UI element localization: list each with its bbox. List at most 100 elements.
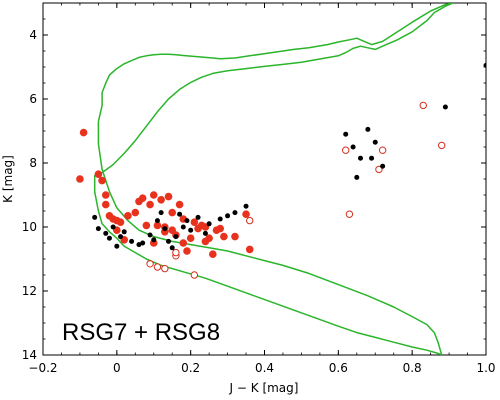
y-tick-label: 14 (22, 348, 37, 362)
data-point-black (129, 238, 135, 244)
data-point-filled-red (179, 239, 188, 247)
x-tick-label: 0.2 (181, 361, 200, 375)
data-point-filled-red (216, 224, 224, 233)
data-point-filled-red (164, 192, 173, 201)
data-point-open-red (419, 101, 427, 110)
data-point-filled-red (242, 210, 250, 218)
data-point-black (92, 214, 98, 220)
data-point-black (177, 211, 183, 217)
data-point-filled-red (79, 128, 88, 137)
y-tick-label: 10 (22, 220, 37, 234)
data-point-filled-red (116, 218, 125, 226)
data-point-black (169, 245, 175, 251)
data-point-black (483, 62, 486, 68)
data-point-filled-red (94, 170, 103, 178)
x-tick-label: 0.6 (329, 361, 348, 375)
y-tick-label: 8 (29, 156, 37, 170)
data-point-open-red (161, 264, 169, 273)
data-point-filled-red (146, 200, 154, 209)
data-point-filled-red (101, 191, 110, 199)
data-point-black (154, 218, 160, 224)
data-point-filled-red (175, 200, 184, 209)
data-point-open-red (246, 216, 254, 225)
data-point-filled-red (124, 212, 132, 220)
data-point-black (206, 221, 212, 227)
data-point-black (173, 234, 179, 240)
x-axis-label: J − K [mag] (229, 381, 299, 395)
y-tick-label: 6 (29, 92, 37, 106)
data-point-black (343, 131, 349, 137)
data-point-black (442, 104, 448, 110)
data-point-filled-red (138, 194, 147, 202)
data-point-open-red (375, 165, 383, 174)
data-point-black (232, 210, 238, 216)
data-point-black (184, 218, 190, 224)
data-point-black (217, 216, 223, 222)
x-tick-label: 0.4 (255, 361, 274, 375)
data-point-black (202, 230, 208, 236)
data-point-filled-red (157, 196, 165, 204)
data-point-open-red (190, 271, 199, 279)
data-point-open-red (342, 146, 350, 154)
data-point-open-red (153, 263, 162, 271)
data-point-filled-red (190, 218, 199, 226)
data-point-black (380, 163, 386, 169)
data-point-open-red (345, 210, 354, 218)
data-point-filled-red (220, 232, 228, 241)
points-layer (76, 62, 486, 279)
data-point-black (365, 126, 371, 132)
data-point-black (162, 226, 168, 232)
data-point-black (225, 213, 231, 219)
data-point-black (106, 235, 112, 241)
data-point-open-red (438, 141, 446, 150)
data-point-black (369, 155, 375, 161)
data-point-black (195, 214, 201, 220)
data-point-black (354, 174, 360, 180)
data-point-black (140, 240, 146, 246)
data-point-black (372, 139, 378, 145)
isochrone-layer (93, 3, 454, 355)
data-point-black (103, 230, 109, 236)
annotation-label: RSG7 + RSG8 (62, 319, 220, 346)
data-point-filled-red (142, 221, 151, 230)
data-point-filled-red (231, 232, 239, 241)
x-tick-label: 1.0 (476, 361, 495, 375)
data-point-black (188, 227, 194, 233)
data-point-open-red (172, 248, 180, 257)
data-point-filled-red (205, 234, 213, 242)
data-point-filled-red (168, 208, 177, 217)
data-point-black (180, 224, 186, 230)
data-point-filled-red (101, 200, 110, 209)
data-point-filled-red (183, 247, 191, 255)
data-point-black (114, 243, 120, 249)
isochrone-line (93, 3, 454, 355)
data-point-black (350, 144, 356, 150)
data-point-black (243, 203, 249, 209)
data-point-black (95, 226, 101, 232)
ticks: −0.2 0 0.2 0.4 0.6 0.8 1.0 4 6 8 10 12 14 (22, 2, 496, 375)
data-point-filled-red (209, 250, 217, 258)
data-point-black (147, 232, 153, 238)
data-point-black (110, 224, 116, 230)
x-tick-label: −0.2 (28, 361, 57, 375)
data-point-black (118, 234, 124, 240)
y-tick-label: 4 (29, 28, 37, 42)
data-point-black (151, 237, 157, 243)
data-point-filled-red (149, 191, 158, 199)
data-point-black (166, 238, 172, 244)
data-point-open-red (378, 146, 387, 154)
data-point-filled-red (76, 175, 84, 183)
data-point-filled-red (245, 245, 254, 254)
data-point-filled-red (98, 176, 106, 185)
y-axis-label: K [mag] (1, 155, 15, 203)
plot-frame (42, 2, 487, 356)
data-point-filled-red (131, 208, 140, 217)
data-point-black (158, 210, 164, 216)
data-point-open-red (146, 260, 154, 268)
data-point-black (357, 155, 363, 161)
x-tick-label: 0.8 (403, 361, 422, 375)
x-tick-label: 0 (113, 361, 121, 375)
data-point-filled-red (186, 234, 195, 242)
